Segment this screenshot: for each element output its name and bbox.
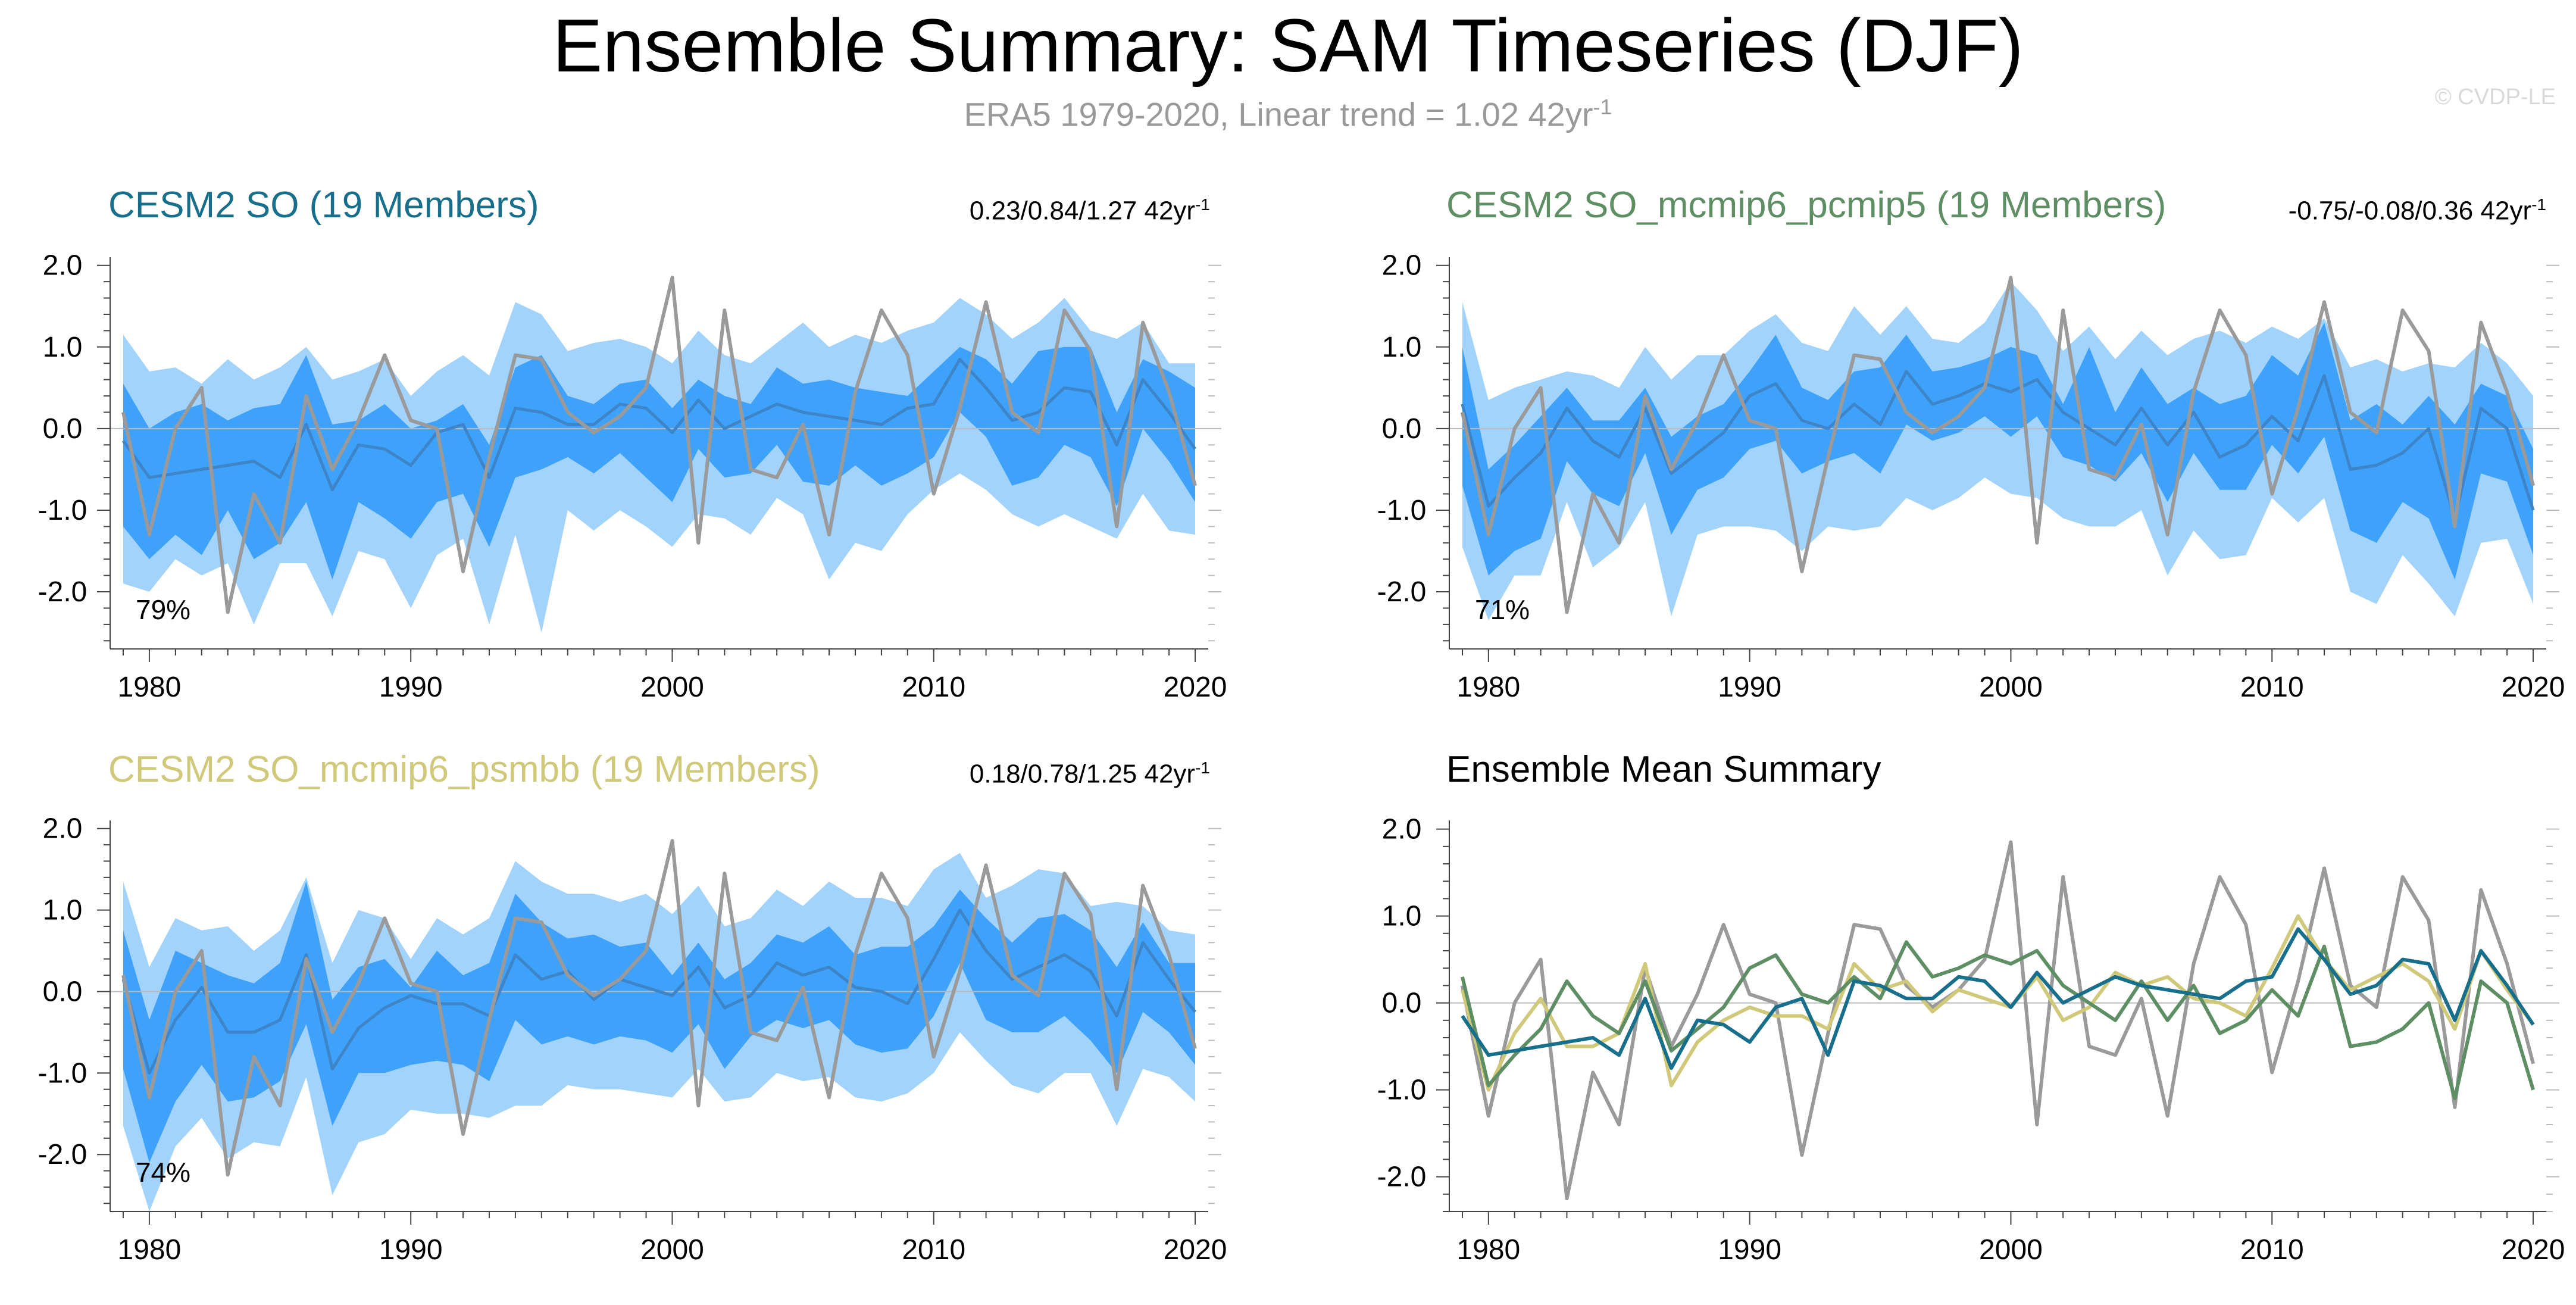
x-tick-label: 2010 — [2240, 1234, 2304, 1266]
x-tick-label: 2020 — [2502, 1234, 2565, 1266]
chart-panel-1: 2.0 1.0 0.0 -1.0 -2.0 1980 1990 2000 2010 2020 71% — [1377, 250, 2565, 703]
percent-annotation: 71% — [1475, 594, 1530, 625]
percent-annotation: 79% — [136, 594, 190, 625]
series-era5 — [1460, 276, 2535, 614]
band-inner — [123, 881, 1195, 1163]
x-tick-label: 2010 — [2240, 672, 2304, 703]
y-tick-label: 1.0 — [43, 895, 83, 926]
y-tick-label: -1.0 — [38, 495, 87, 526]
x-tick-label: 1990 — [379, 672, 443, 703]
y-tick-label: 1.0 — [1382, 901, 1422, 932]
x-tick-label: 2000 — [640, 672, 704, 703]
panel-title-psmbb: CESM2 SO_mcmip6_psmbb (19 Members) — [108, 749, 820, 790]
subtitle-superscript: -1 — [1593, 95, 1612, 119]
x-tick-label: 1990 — [379, 1234, 443, 1266]
trend-text: 0.23/0.84/1.27 42yr — [969, 196, 1196, 226]
chart-panel-2: 2.0 1.0 0.0 -1.0 -2.0 1980 1990 2000 2010 2020 74% — [38, 813, 1227, 1266]
panel-trend-psmbb: 0.18/0.78/1.25 42yr-1 — [970, 760, 1210, 788]
y-tick-label: 1.0 — [1382, 332, 1422, 363]
series-cesm2-so — [1461, 927, 2535, 1070]
y-tick-label: -2.0 — [38, 576, 87, 608]
panel-trend-cesm2-so: 0.23/0.84/1.27 42yr-1 — [970, 196, 1210, 224]
series-era5 — [121, 839, 1197, 1177]
watermark: © CVDP-LE — [2434, 85, 2556, 110]
band-inner — [1462, 322, 2534, 580]
y-tick-label: 2.0 — [43, 813, 83, 845]
x-tick-label: 2010 — [902, 672, 965, 703]
y-tick-label: 0.0 — [43, 413, 83, 445]
x-tick-label: 1980 — [118, 1234, 182, 1266]
y-tick-label: -1.0 — [1377, 1075, 1427, 1106]
panel-title-pcmip5: CESM2 SO_mcmip6_pcmip5 (19 Members) — [1446, 185, 2167, 226]
trend-superscript: -1 — [2531, 195, 2546, 214]
x-tick-label: 1990 — [1718, 672, 1781, 703]
y-tick-label: 2.0 — [1382, 250, 1422, 282]
y-tick-label: 0.0 — [1382, 413, 1422, 445]
y-tick-label: 2.0 — [1382, 814, 1422, 845]
x-tick-label: 2020 — [2502, 672, 2565, 703]
x-tick-label: 1980 — [1456, 1234, 1520, 1266]
subtitle-text: ERA5 1979-2020, Linear trend = 1.02 42yr — [964, 95, 1593, 133]
percent-annotation: 74% — [136, 1157, 190, 1188]
trend-text: 0.18/0.78/1.25 42yr — [969, 759, 1196, 789]
series-ensemble-mean — [121, 357, 1197, 492]
y-tick-label: 0.0 — [1382, 988, 1422, 1019]
x-tick-label: 2010 — [902, 1234, 965, 1266]
y-tick-label: -1.0 — [38, 1057, 87, 1089]
page-subtitle: ERA5 1979-2020, Linear trend = 1.02 42yr… — [0, 95, 2576, 133]
y-tick-label: -2.0 — [1377, 1162, 1427, 1193]
series-era5 — [121, 276, 1197, 614]
x-tick-label: 1980 — [118, 672, 182, 703]
y-tick-label: 0.0 — [43, 976, 83, 1007]
panel-trend-pcmip5: -0.75/-0.08/0.36 42yr-1 — [2289, 196, 2546, 224]
x-tick-label: 2000 — [640, 1234, 704, 1266]
x-tick-label: 2000 — [1979, 1234, 2043, 1266]
x-tick-label: 1980 — [1456, 672, 1520, 703]
chart-panel-3: 2.0 1.0 0.0 -1.0 -2.0 1980 1990 2000 2010 2020 — [1377, 814, 2565, 1266]
x-tick-label: 2020 — [1164, 672, 1227, 703]
y-tick-label: -2.0 — [1377, 576, 1427, 608]
y-tick-label: 2.0 — [43, 250, 83, 282]
trend-superscript: -1 — [1195, 195, 1210, 214]
chart-panel-0: 2.0 1.0 0.0 -1.0 -2.0 1980 1990 2000 2010 2020 79% — [38, 250, 1227, 703]
panel-title-mean-summary: Ensemble Mean Summary — [1446, 749, 1881, 790]
trend-superscript: -1 — [1195, 758, 1210, 777]
series-cesm2-so-mcmip6-psmbb — [1460, 914, 2535, 1092]
series-cesm2-so-mcmip6-pcmip5 — [1460, 940, 2535, 1101]
y-tick-label: -1.0 — [1377, 495, 1427, 526]
x-tick-label: 1990 — [1718, 1234, 1781, 1266]
x-tick-label: 2000 — [1979, 672, 2043, 703]
y-tick-label: -2.0 — [38, 1139, 87, 1170]
trend-text: -0.75/-0.08/0.36 42yr — [2288, 196, 2532, 226]
page-title: Ensemble Summary: SAM Timeseries (DJF) — [552, 4, 2024, 88]
x-tick-label: 2020 — [1164, 1234, 1227, 1266]
panel-title-cesm2-so: CESM2 SO (19 Members) — [108, 185, 539, 226]
y-tick-label: 1.0 — [43, 332, 83, 363]
